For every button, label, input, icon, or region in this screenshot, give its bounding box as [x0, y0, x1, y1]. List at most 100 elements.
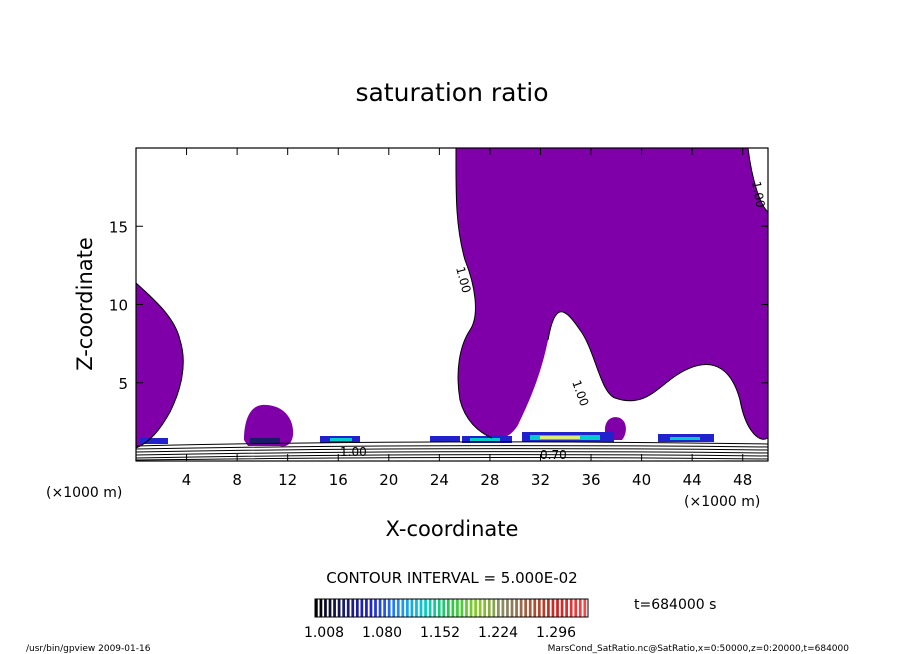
colorbar-stripe [465, 599, 468, 617]
contour-interval: CONTOUR INTERVAL = 5.000E-02 [326, 569, 577, 587]
y-tick-label: 5 [118, 375, 128, 393]
colorbar-stripe [428, 599, 432, 617]
contour-label-3: 1.00 [569, 378, 591, 408]
x-tick-label: 20 [379, 471, 398, 489]
colorbar-stripe [556, 599, 559, 617]
contour-label-4: 1.00 [340, 445, 367, 459]
contour-label-5: 0.70 [540, 448, 567, 462]
y-tick-label: 15 [109, 218, 128, 236]
colorbar-stripe [569, 599, 573, 617]
fill-region-bump [244, 404, 294, 447]
colorbar-stripe [460, 599, 464, 617]
colorbar-stripe [406, 599, 409, 617]
colorbar-stripe [342, 599, 346, 617]
colorbar-stripe [337, 599, 341, 617]
band-4b [470, 438, 500, 441]
y-axis-label: Z-coordinate [73, 237, 97, 371]
colorbar-stripe [542, 599, 546, 617]
footer-right: MarsCond_SatRatio.nc@SatRatio,x=0:50000,… [548, 644, 850, 654]
colorbar-tick-label: 1.008 [304, 625, 344, 641]
colorbar-stripe [469, 599, 473, 617]
x-tick-label: 44 [683, 471, 702, 489]
colorbar-stripe [442, 599, 446, 617]
colorbar-stripe [324, 599, 327, 617]
colorbar-stripe [551, 599, 555, 617]
colorbar-stripe [510, 599, 514, 617]
colorbar-stripe [487, 599, 491, 617]
contour-label-2: 1.00 [453, 265, 473, 294]
colorbar-stripe [410, 599, 414, 617]
colorbar-stripe [369, 599, 373, 617]
colorbar-stripe [360, 599, 364, 617]
band-3 [430, 436, 460, 442]
x-tick-label: 32 [531, 471, 550, 489]
colorbar-stripe [451, 599, 455, 617]
x-tick-label: 48 [733, 471, 752, 489]
colorbar-stripe [519, 599, 523, 617]
x-tick-label: 4 [182, 471, 192, 489]
band-6b [670, 437, 700, 440]
colorbar-stripe [492, 599, 496, 617]
colorbar-stripe [328, 599, 332, 617]
colorbar-stripe [392, 599, 396, 617]
colorbar-stripe [478, 599, 482, 617]
colorbar-stripe [424, 599, 427, 617]
colorbar-stripe [515, 599, 518, 617]
band-7 [250, 438, 280, 443]
x-tick-label: 16 [329, 471, 348, 489]
fill-region-left [136, 283, 184, 448]
colorbar-stripe [560, 599, 564, 617]
colorbar-stripe [401, 599, 405, 617]
colorbar-stripe [374, 599, 377, 617]
x-tick-label: 24 [430, 471, 449, 489]
colorbar-stripe [333, 599, 336, 617]
colorbar-stripe [446, 599, 450, 617]
colorbar-stripe [415, 599, 418, 617]
y-axis-ticks: 5 10 15 [109, 218, 768, 393]
colorbar-stripe [533, 599, 537, 617]
colorbar-tick-labels: 1.008 1.080 1.152 1.224 1.296 [304, 625, 576, 641]
colorbar-tick-label: 1.152 [420, 625, 460, 641]
colorbar-tick-label: 1.224 [478, 625, 518, 641]
saturation-fill-regions [136, 148, 768, 448]
x-tick-label: 36 [581, 471, 600, 489]
band-5c [540, 436, 580, 439]
footer-left: /usr/bin/gpview 2009-01-16 [26, 644, 151, 654]
colorbar-stripe [474, 599, 477, 617]
contour-outlines [135, 147, 769, 449]
colorbar-stripe [506, 599, 509, 617]
colorbar-stripe [528, 599, 532, 617]
x-tick-label: 40 [632, 471, 651, 489]
colorbar-stripe [578, 599, 582, 617]
contour-label-1: 1.00 [749, 180, 767, 209]
colorbar-stripe [355, 599, 359, 617]
colorbar-stripe [351, 599, 355, 617]
x-tick-label: 8 [232, 471, 242, 489]
colorbar [315, 599, 587, 617]
y-tick-label: 10 [109, 297, 128, 315]
chart-title: saturation ratio [355, 78, 548, 107]
colorbar-stripe [433, 599, 437, 617]
colorbar-stripe [437, 599, 441, 617]
colorbar-stripe [483, 599, 487, 617]
colorbar-stripe [501, 599, 505, 617]
ground-contours [135, 441, 769, 461]
colorbar-stripe [574, 599, 578, 617]
x-axis-ticks: 4 8 12 16 20 24 28 32 36 40 44 48 [182, 148, 752, 489]
time-label: t=684000 s [634, 597, 716, 613]
x-tick-label: 28 [480, 471, 499, 489]
colorbar-stripe [346, 599, 350, 617]
colorbar-stripe [383, 599, 386, 617]
colorbar-stripe [378, 599, 382, 617]
band-2b [330, 438, 352, 441]
colorbar-stripe [365, 599, 368, 617]
x-tick-label: 12 [278, 471, 297, 489]
x-axis-unit: (×1000 m) [684, 494, 760, 510]
colorbar-frame [314, 598, 589, 618]
colorbar-stripe [537, 599, 541, 617]
y-axis-unit: (×1000 m) [46, 485, 122, 501]
colorbar-stripe [497, 599, 500, 617]
colorbar-stripe [524, 599, 528, 617]
colorbar-stripe [547, 599, 550, 617]
